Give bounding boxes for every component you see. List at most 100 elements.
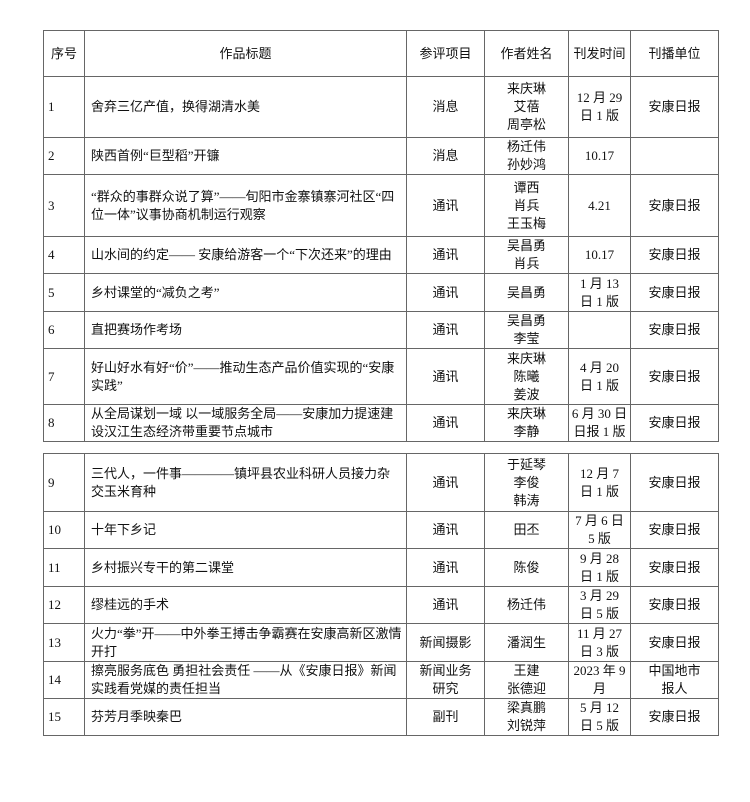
authors-cell: 陈俊 — [484, 548, 569, 587]
publish-date-cell: 7 月 6 日 5 版 — [568, 511, 631, 549]
category-cell: 通讯 — [406, 311, 485, 349]
authors-cell: 杨迁伟 孙妙鸿 — [484, 137, 569, 175]
header-authors: 作者姓名 — [484, 30, 569, 77]
category-cell: 通讯 — [406, 348, 485, 405]
outlet-cell: 安康日报 — [630, 311, 719, 349]
publish-date-cell: 11 月 27 日 3 版 — [568, 623, 631, 662]
work-title-cell: 直把赛场作考场 — [84, 311, 407, 349]
table-row: 15 芬芳月季映秦巴 副刊 梁真鹏 刘锐萍 5 月 12 日 5 版安康日报 — [43, 698, 719, 736]
row-number-cell: 12 — [43, 586, 85, 624]
work-title-cell: 十年下乡记 — [84, 511, 407, 549]
work-title-cell: “群众的事群众说了算”——旬阳市金寨镇寨河社区“四位一体”议事协商机制运行观察 — [84, 174, 407, 237]
header-no: 序号 — [43, 30, 85, 77]
outlet-cell: 安康日报 — [630, 76, 719, 138]
outlet-cell — [630, 137, 719, 175]
table-row: 14 擦亮服务底色 勇担社会责任 ——从《安康日报》新闻实践看党媒的责任担当 新闻业… — [43, 661, 719, 699]
category-cell: 通讯 — [406, 511, 485, 549]
work-title-cell: 缪桂远的手术 — [84, 586, 407, 624]
outlet-cell: 安康日报 — [630, 698, 719, 736]
publish-date-cell: 12 月 7 日 1 版 — [568, 453, 631, 512]
table-row: 12 缪桂远的手术 通讯 杨迁伟 3 月 29 日 5 版安康日报 — [43, 586, 719, 624]
category-cell: 通讯 — [406, 273, 485, 312]
table-row: 1 舍弃三亿产值，换得湖清水美 消息 来庆琳 艾蓓 周亭松 12 月 29 日 1 版安… — [43, 76, 719, 138]
work-title-cell: 陕西首例“巨型稻”开镰 — [84, 137, 407, 175]
outlet-cell: 安康日报 — [630, 236, 719, 274]
row-number-cell: 9 — [43, 453, 85, 512]
outlet-cell: 安康日报 — [630, 586, 719, 624]
outlet-cell: 安康日报 — [630, 623, 719, 662]
header-date: 刊发时间 — [568, 30, 631, 77]
table-row: 6 直把赛场作考场 通讯 吴昌勇 李莹 安康日报 — [43, 311, 719, 349]
work-title-cell: 好山好水有好“价”——推动生态产品价值实现的“安康实践” — [84, 348, 407, 405]
table-row: 11 乡村振兴专干的第二课堂 通讯 陈俊 9 月 28 日 1 版安康日报 — [43, 548, 719, 587]
category-cell: 通讯 — [406, 236, 485, 274]
publish-date-cell: 4 月 20 日 1 版 — [568, 348, 631, 405]
authors-cell: 吴昌勇 李莹 — [484, 311, 569, 349]
outlet-cell: 安康日报 — [630, 548, 719, 587]
category-cell: 通讯 — [406, 453, 485, 512]
authors-cell: 王建 张德迎 — [484, 661, 569, 699]
publish-date-cell: 6 月 30 日 日报 1 版 — [568, 404, 631, 442]
publish-date-cell: 5 月 12 日 5 版 — [568, 698, 631, 736]
category-cell: 通讯 — [406, 174, 485, 237]
outlet-cell: 安康日报 — [630, 453, 719, 512]
row-number-cell: 15 — [43, 698, 85, 736]
category-cell: 消息 — [406, 76, 485, 138]
work-title-cell: 乡村课堂的“减负之考” — [84, 273, 407, 312]
awards-table-part-2: 9 三代人，一件事————镇坪县农业科研人员接力杂交玉米育种 通讯 于延琴 李俊 韩涛… — [43, 453, 719, 736]
category-cell: 新闻业务 研究 — [406, 661, 485, 699]
work-title-cell: 舍弃三亿产值，换得湖清水美 — [84, 76, 407, 138]
work-title-cell: 山水间的约定—— 安康给游客一个“下次还来”的理由 — [84, 236, 407, 274]
authors-cell: 谭西 肖兵 王玉梅 — [484, 174, 569, 237]
category-cell: 副刊 — [406, 698, 485, 736]
category-cell: 消息 — [406, 137, 485, 175]
category-cell: 通讯 — [406, 404, 485, 442]
row-number-cell: 7 — [43, 348, 85, 405]
work-title-cell: 乡村振兴专干的第二课堂 — [84, 548, 407, 587]
work-title-cell: 擦亮服务底色 勇担社会责任 ——从《安康日报》新闻实践看党媒的责任担当 — [84, 661, 407, 699]
table-row: 5 乡村课堂的“减负之考” 通讯 吴昌勇 1 月 13 日 1 版安康日报 — [43, 273, 719, 312]
row-number-cell: 14 — [43, 661, 85, 699]
publish-date-cell: 10.17 — [568, 137, 631, 175]
authors-cell: 田丕 — [484, 511, 569, 549]
authors-cell: 吴昌勇 — [484, 273, 569, 312]
table-row: 7 好山好水有好“价”——推动生态产品价值实现的“安康实践” 通讯 来庆琳 陈曦 姜波… — [43, 348, 719, 405]
header-outlet: 刊播单位 — [630, 30, 719, 77]
awards-table-part-1: 序号 作品标题 参评项目 作者姓名 刊发时间 刊播单位 1 舍弃三亿产值，换得湖清… — [43, 30, 719, 442]
work-title-cell: 火力“拳”开——中外拳王搏击争霸赛在安康高新区激情开打 — [84, 623, 407, 662]
awards-document: 序号 作品标题 参评项目 作者姓名 刊发时间 刊播单位 1 舍弃三亿产值，换得湖清… — [43, 30, 719, 736]
table-row: 8 从全局谋划一域 以一域服务全局——安康加力提速建设汉江生态经济带重要节点城市通… — [43, 404, 719, 442]
publish-date-cell: 12 月 29 日 1 版 — [568, 76, 631, 138]
authors-cell: 潘润生 — [484, 623, 569, 662]
row-number-cell: 8 — [43, 404, 85, 442]
publish-date-cell — [568, 311, 631, 349]
outlet-cell: 安康日报 — [630, 348, 719, 405]
authors-cell: 梁真鹏 刘锐萍 — [484, 698, 569, 736]
row-number-cell: 10 — [43, 511, 85, 549]
table-row: 10 十年下乡记 通讯 田丕 7 月 6 日 5 版安康日报 — [43, 511, 719, 549]
authors-cell: 于延琴 李俊 韩涛 — [484, 453, 569, 512]
publish-date-cell: 10.17 — [568, 236, 631, 274]
category-cell: 新闻摄影 — [406, 623, 485, 662]
outlet-cell: 安康日报 — [630, 511, 719, 549]
outlet-cell: 安康日报 — [630, 404, 719, 442]
row-number-cell: 4 — [43, 236, 85, 274]
row-number-cell: 13 — [43, 623, 85, 662]
header-category: 参评项目 — [406, 30, 485, 77]
table-row: 4 山水间的约定—— 安康给游客一个“下次还来”的理由 通讯 吴昌勇 肖兵 10.17 安… — [43, 236, 719, 274]
table-row: 2 陕西首例“巨型稻”开镰 消息 杨迁伟 孙妙鸿 10.17 — [43, 137, 719, 175]
row-number-cell: 11 — [43, 548, 85, 587]
header-title: 作品标题 — [84, 30, 407, 77]
outlet-cell: 安康日报 — [630, 174, 719, 237]
row-number-cell: 2 — [43, 137, 85, 175]
authors-cell: 来庆琳 陈曦 姜波 — [484, 348, 569, 405]
row-number-cell: 5 — [43, 273, 85, 312]
table-row: 3 “群众的事群众说了算”——旬阳市金寨镇寨河社区“四位一体”议事协商机制运行观察… — [43, 174, 719, 237]
table-header-row: 序号 作品标题 参评项目 作者姓名 刊发时间 刊播单位 — [43, 30, 719, 77]
authors-cell: 来庆琳 艾蓓 周亭松 — [484, 76, 569, 138]
row-number-cell: 1 — [43, 76, 85, 138]
publish-date-cell: 3 月 29 日 5 版 — [568, 586, 631, 624]
outlet-cell: 中国地市 报人 — [630, 661, 719, 699]
row-number-cell: 6 — [43, 311, 85, 349]
table-row: 13 火力“拳”开——中外拳王搏击争霸赛在安康高新区激情开打 新闻摄影 潘润生 11 月… — [43, 623, 719, 662]
